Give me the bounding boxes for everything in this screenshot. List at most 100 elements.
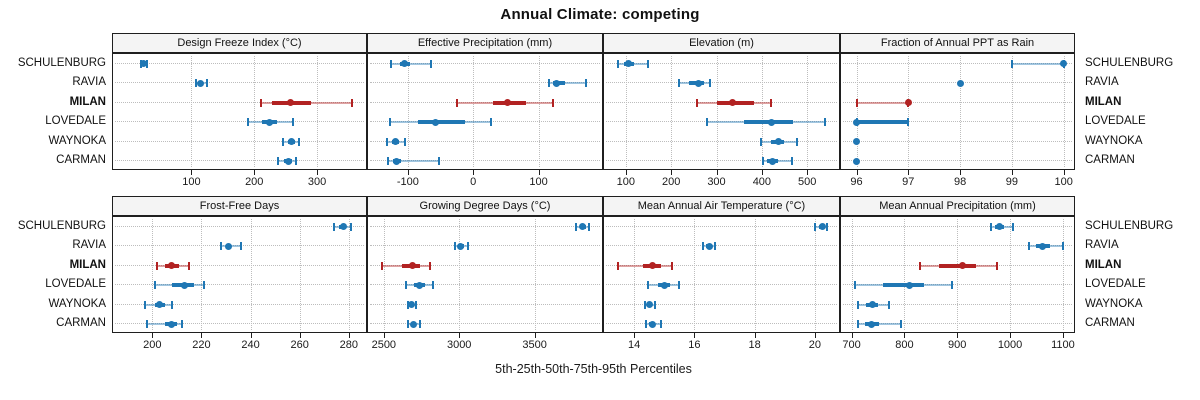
median-dot bbox=[180, 281, 188, 289]
row-label-right-waynoka: WAYNOKA bbox=[1085, 297, 1143, 310]
whisker-cap-high bbox=[429, 59, 432, 68]
gridline-h bbox=[606, 245, 837, 247]
row-label-left-lovedale: LOVEDALE bbox=[45, 115, 106, 128]
whisker-cap-high bbox=[180, 320, 183, 329]
median-dot bbox=[1060, 60, 1068, 68]
interval-5-95 bbox=[147, 323, 182, 326]
whisker-cap-high bbox=[825, 222, 828, 231]
row-label-left-waynoka: WAYNOKA bbox=[48, 297, 106, 310]
whisker-cap-high bbox=[1061, 242, 1064, 251]
axis-tick-label: 220 bbox=[192, 339, 211, 351]
axis-tick bbox=[201, 333, 203, 338]
axis-tick bbox=[807, 170, 809, 175]
whisker-cap-low bbox=[406, 300, 409, 309]
axis-tick bbox=[960, 170, 962, 175]
axis-tick-label: 240 bbox=[241, 339, 260, 351]
axis-tick-label: 20 bbox=[808, 339, 822, 351]
axis-tick-label: 500 bbox=[798, 176, 817, 188]
median-dot bbox=[401, 60, 409, 68]
panel-elevation-m bbox=[603, 53, 840, 170]
whisker-cap-high bbox=[678, 281, 681, 290]
whisker-cap-high bbox=[587, 222, 590, 231]
axis-tick bbox=[152, 333, 154, 338]
median-dot bbox=[287, 99, 295, 107]
whisker-cap-low bbox=[195, 79, 198, 88]
gridline-v bbox=[538, 56, 540, 167]
axis-tick bbox=[904, 333, 906, 338]
gridline-v bbox=[191, 56, 193, 167]
whisker-cap-low bbox=[813, 222, 816, 231]
gridline-h bbox=[115, 284, 364, 286]
gridline-h bbox=[370, 140, 600, 142]
gridline-v bbox=[634, 219, 636, 330]
median-dot bbox=[196, 79, 204, 87]
gridline-h bbox=[606, 140, 837, 142]
row-label-right-schulenburg: SCHULENBURG bbox=[1085, 219, 1174, 232]
median-dot bbox=[393, 157, 401, 165]
whisker-cap-low bbox=[143, 300, 146, 309]
median-dot bbox=[340, 223, 348, 231]
panel-title: Frost-Free Days bbox=[199, 200, 280, 212]
gridline-v bbox=[250, 219, 252, 330]
row-label-right-schulenburg: SCHULENBURG bbox=[1085, 56, 1174, 69]
whisker-cap-high bbox=[791, 157, 794, 166]
axis-tick bbox=[299, 333, 301, 338]
median-dot bbox=[906, 281, 914, 289]
whisker-cap-low bbox=[706, 118, 709, 127]
axis-tick-label: 1100 bbox=[1051, 339, 1075, 351]
interval-25-75 bbox=[417, 120, 466, 125]
whisker-cap-low bbox=[574, 222, 577, 231]
gridline-v bbox=[383, 219, 385, 330]
whisker-cap-low bbox=[406, 320, 409, 329]
whisker-cap-low bbox=[616, 59, 619, 68]
axis-tick bbox=[856, 170, 858, 175]
row-label-left-ravia: RAVIA bbox=[72, 239, 106, 252]
median-dot bbox=[288, 138, 296, 146]
interval-5-95 bbox=[856, 101, 909, 104]
axis-tick-label: 99 bbox=[1005, 176, 1018, 188]
whisker-cap-high bbox=[467, 242, 470, 251]
gridline-v bbox=[671, 56, 673, 167]
axis-tick bbox=[407, 170, 409, 175]
median-dot bbox=[625, 60, 633, 68]
whisker-cap-low bbox=[853, 281, 856, 290]
gridline-v bbox=[1062, 219, 1064, 330]
gridline-h bbox=[370, 82, 600, 84]
whisker-cap-high bbox=[418, 320, 421, 329]
gridline-v bbox=[761, 56, 763, 167]
axis-tick bbox=[814, 333, 816, 338]
whisker-cap-high bbox=[584, 79, 587, 88]
axis-tick-label: -100 bbox=[396, 176, 419, 188]
gridline-h bbox=[115, 101, 364, 103]
whisker-cap-high bbox=[239, 242, 242, 251]
whisker-cap-high bbox=[414, 300, 417, 309]
gridline-h bbox=[370, 323, 600, 325]
gridline-v bbox=[1063, 56, 1065, 167]
median-dot bbox=[853, 118, 861, 126]
median-dot bbox=[156, 301, 164, 309]
median-dot bbox=[416, 281, 424, 289]
gridline-v bbox=[348, 219, 350, 330]
row-label-right-milan: MILAN bbox=[1085, 258, 1122, 271]
interval-25-75 bbox=[743, 120, 793, 125]
whisker-cap-low bbox=[259, 98, 262, 107]
gridline-h bbox=[606, 264, 837, 266]
median-dot bbox=[996, 223, 1003, 231]
axis-tick bbox=[908, 170, 910, 175]
whisker-cap-high bbox=[899, 320, 902, 329]
gridline-h bbox=[115, 160, 364, 162]
axis-tick-label: 300 bbox=[307, 176, 327, 188]
whisker-cap-low bbox=[695, 98, 698, 107]
row-label-left-milan: MILAN bbox=[69, 258, 106, 271]
panel-design-freeze-index-c bbox=[112, 53, 367, 170]
whisker-cap-low bbox=[645, 320, 648, 329]
whisker-cap-high bbox=[950, 281, 953, 290]
gridline-h bbox=[370, 121, 600, 123]
panel-title: Mean Annual Air Temperature (°C) bbox=[637, 200, 806, 212]
axis-tick bbox=[250, 333, 252, 338]
interval-5-95 bbox=[549, 82, 586, 85]
whisker-cap-low bbox=[990, 222, 993, 231]
whisker-cap-low bbox=[380, 261, 383, 270]
axis-tick-label: 900 bbox=[948, 339, 967, 351]
gridline-v bbox=[1010, 219, 1012, 330]
